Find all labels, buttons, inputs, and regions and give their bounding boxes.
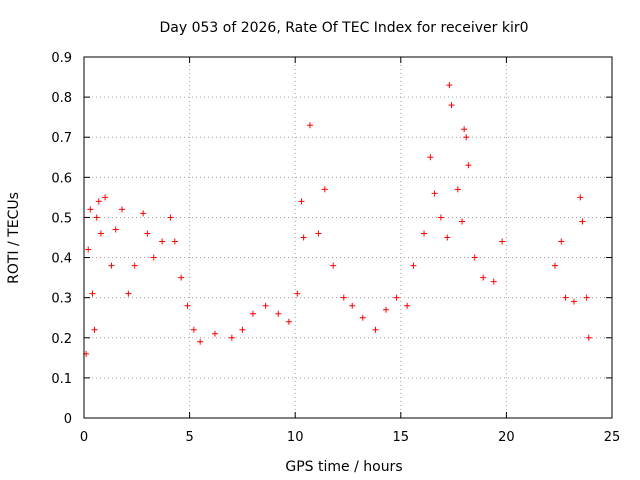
data-point (108, 262, 115, 269)
y-tick-label: 0.6 (51, 171, 72, 186)
y-tick-label: 0.9 (51, 51, 72, 66)
data-point (349, 302, 356, 309)
data-point (89, 290, 96, 297)
data-point (461, 126, 468, 133)
grid-lines (84, 57, 612, 418)
data-point (87, 206, 94, 213)
data-point (275, 310, 282, 317)
data-point (97, 230, 104, 237)
x-tick-label: 10 (287, 430, 304, 445)
data-point (551, 262, 558, 269)
data-point (463, 134, 470, 141)
data-point (93, 214, 100, 221)
data-point (144, 230, 151, 237)
data-point (91, 326, 98, 333)
data-point (119, 206, 126, 213)
data-point (228, 334, 235, 341)
data-point (562, 294, 569, 301)
data-point (262, 302, 269, 309)
data-point (125, 290, 132, 297)
x-tick-label: 5 (185, 430, 193, 445)
data-point (579, 218, 586, 225)
data-point (249, 310, 256, 317)
data-point (285, 318, 292, 325)
data-point (330, 262, 337, 269)
data-point (499, 238, 506, 245)
data-point (383, 306, 390, 313)
x-tick-label: 0 (80, 430, 88, 445)
data-point (95, 198, 102, 205)
data-point (300, 234, 307, 241)
data-point (465, 162, 472, 169)
data-point (410, 262, 417, 269)
chart-title: Day 053 of 2026, Rate Of TEC Index for r… (159, 20, 528, 36)
data-point (490, 278, 497, 285)
data-point (404, 302, 411, 309)
data-point (167, 214, 174, 221)
data-point (239, 326, 246, 333)
data-point (171, 238, 178, 245)
y-tick-label: 0.3 (51, 292, 72, 307)
data-point (190, 326, 197, 333)
data-point (446, 82, 453, 89)
data-point (393, 294, 400, 301)
data-point (359, 314, 366, 321)
data-point (140, 210, 147, 217)
data-point (570, 298, 577, 305)
data-point (315, 230, 322, 237)
data-point (454, 186, 461, 193)
data-point (159, 238, 166, 245)
data-point (585, 334, 592, 341)
data-point (184, 302, 191, 309)
data-point (321, 186, 328, 193)
x-axis-label: GPS time / hours (285, 459, 402, 475)
data-point (437, 214, 444, 221)
data-point (85, 246, 92, 253)
y-tick-label: 0 (64, 412, 72, 427)
data-point (211, 330, 218, 337)
y-tick-label: 0.5 (51, 211, 72, 226)
data-point (340, 294, 347, 301)
data-point (306, 122, 313, 129)
x-tick-label: 25 (604, 430, 621, 445)
data-point (131, 262, 138, 269)
y-tick-label: 0.1 (51, 372, 72, 387)
data-point (480, 274, 487, 281)
y-tick-label: 0.7 (51, 131, 72, 146)
y-tick-label: 0.2 (51, 332, 72, 347)
data-point (444, 234, 451, 241)
data-point (298, 198, 305, 205)
x-tick-label: 15 (393, 430, 410, 445)
data-point (112, 226, 119, 233)
data-point (431, 190, 438, 197)
data-point (577, 194, 584, 201)
data-point (421, 230, 428, 237)
y-tick-label: 0.8 (51, 91, 72, 106)
data-point (471, 254, 478, 261)
x-tick-label: 20 (498, 430, 515, 445)
data-point (583, 294, 590, 301)
tick-labels: 0 0.1 0.2 0.3 0.4 0.5 0.6 0.7 0.8 0.9 0 5 10 15 20 25 (51, 51, 620, 445)
data-points (83, 82, 592, 357)
data-point (558, 238, 565, 245)
y-axis-label: ROTI / TECUs (6, 192, 22, 284)
data-point (294, 290, 301, 297)
data-point (372, 326, 379, 333)
data-point (448, 102, 455, 109)
plot-frame (83, 56, 613, 419)
data-point (150, 254, 157, 261)
data-point (102, 194, 109, 201)
data-point (427, 154, 434, 161)
y-tick-label: 0.4 (51, 252, 72, 267)
data-point (459, 218, 466, 225)
data-point (178, 274, 185, 281)
data-point (197, 338, 204, 345)
